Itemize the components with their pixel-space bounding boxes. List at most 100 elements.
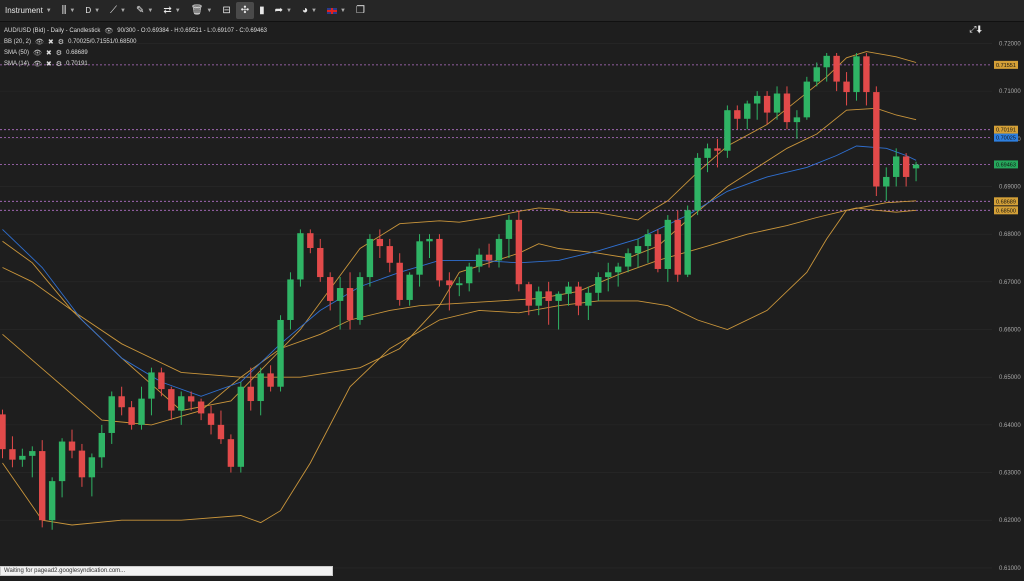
delete-menu[interactable]: 🗑 ▼ (186, 2, 218, 19)
candle-body (148, 372, 155, 399)
instrument-menu[interactable]: Instrument ▼ (0, 2, 57, 19)
gear-icon[interactable]: ⚙ (55, 50, 63, 57)
legend-sma14: SMA (14) 👁 ✖ ⚙ 0.70191 (4, 59, 267, 70)
price-chart[interactable]: 0.720000.710000.700000.690000.680000.670… (0, 22, 1024, 576)
candle-body (287, 279, 294, 320)
candle-body (833, 55, 840, 82)
legend-main: AUD/USD (Bid) - Daily - Candlestick 👁 90… (4, 26, 267, 37)
candle-body (446, 280, 453, 286)
bollinger-lower-line (2, 207, 917, 526)
volume-button[interactable]: ▮ (254, 2, 270, 19)
candle-body (227, 439, 235, 467)
indicators-menu[interactable]: ⇄ ▼ (158, 2, 185, 19)
candle-body (247, 386, 254, 402)
gear-icon[interactable]: ⚙ (57, 39, 65, 46)
candle-body (624, 253, 632, 267)
candle-body (704, 148, 711, 158)
candle-body (654, 234, 662, 269)
candle-body (823, 55, 830, 68)
candle-body (426, 238, 433, 242)
legend-sma14-value: 0.70191 (66, 61, 88, 67)
chevron-down-icon: ▼ (206, 7, 213, 14)
timeframe-menu[interactable]: D ▼ (80, 2, 105, 19)
palette-icon: ◕ (301, 4, 309, 16)
eye-icon[interactable]: 👁 (33, 61, 42, 68)
candle-body (883, 176, 890, 187)
uk-flag-icon (326, 7, 337, 14)
close-icon[interactable]: ✖ (45, 61, 52, 68)
legend-bb-values: 0.70025/0.71551/0.68500 (68, 39, 137, 45)
candle-body (714, 148, 721, 151)
y-tick-label: 0.63000 (999, 471, 1021, 477)
candle-body (783, 93, 791, 123)
legend-bb-name: BB (20, 2) (4, 39, 32, 45)
candle-body (317, 247, 324, 278)
chart-type-menu[interactable]: ⫼ ▼ (57, 2, 81, 19)
candle-body (197, 401, 205, 414)
crosshair-button[interactable]: ✣ (235, 2, 255, 19)
gear-icon[interactable]: ⚙ (55, 61, 63, 68)
candle-body (664, 219, 672, 269)
candle-body (366, 238, 374, 278)
pen-tools-menu[interactable]: ✎ ▼ (131, 2, 158, 19)
candle-body (277, 319, 284, 387)
trash-icon: 🗑 (190, 4, 204, 16)
candle-body (495, 238, 503, 261)
candle-body (614, 266, 622, 273)
candle-body (873, 92, 880, 187)
legend-instrument: AUD/USD (Bid) - Daily - Candlestick (4, 28, 101, 34)
timeframe-label: D (85, 6, 92, 15)
candle-body (555, 293, 562, 301)
candlestick-icon: ⫼ (61, 4, 67, 16)
eye-icon[interactable]: 👁 (35, 39, 44, 46)
candle-body (694, 157, 701, 211)
candle-body (456, 283, 463, 286)
chevron-down-icon: ▼ (120, 7, 126, 14)
candle-body (108, 396, 115, 433)
chevron-down-icon: ▼ (45, 7, 52, 14)
share-menu[interactable]: ➦ ▼ (270, 2, 297, 19)
language-menu[interactable]: ▼ (322, 2, 351, 19)
candle-body (267, 373, 274, 387)
close-icon[interactable]: ✖ (47, 39, 54, 46)
window-button[interactable]: ❐ (351, 2, 370, 19)
candle-body (217, 424, 225, 440)
eye-icon[interactable]: 👁 (33, 50, 42, 57)
instrument-label: Instrument (5, 6, 43, 15)
y-tick-label: 0.62000 (999, 518, 1021, 524)
close-icon[interactable]: ✖ (45, 50, 52, 57)
drawing-tools-menu[interactable]: ⟋ ▼ (105, 2, 131, 19)
candle-body (326, 277, 334, 301)
price-label-box (994, 206, 1018, 215)
candle-body (813, 67, 820, 82)
candle-body (168, 389, 175, 411)
y-tick-label: 0.68000 (999, 232, 1021, 238)
price-label-text: 0.68689 (996, 199, 1016, 205)
candle-body (356, 277, 364, 320)
layout-button[interactable]: ⊟ (217, 2, 235, 19)
share-icon: ➦ (274, 4, 284, 16)
y-tick-label: 0.64000 (999, 423, 1021, 429)
status-text: Waiting for pagead2.googlesyndication.co… (4, 568, 126, 574)
candle-body (346, 288, 354, 320)
y-tick-label: 0.69000 (999, 184, 1021, 190)
price-label-text: 0.69463 (996, 162, 1016, 168)
candle-body (595, 277, 602, 293)
candle-body (307, 233, 314, 248)
candle-body (138, 398, 145, 425)
pen-icon: ✎ (136, 4, 145, 16)
candle-body (525, 284, 532, 306)
price-label-box (994, 160, 1018, 169)
candle-body (88, 457, 96, 478)
expand-icon[interactable]: ⤢⬇ (969, 24, 982, 34)
trendline-icon: ⟋ (110, 4, 118, 16)
candle-body (744, 103, 751, 119)
legend-sma50-value: 0.68689 (66, 50, 88, 56)
y-tick-label: 0.67000 (999, 280, 1021, 286)
eye-icon[interactable]: 👁 (104, 28, 114, 35)
chart-area[interactable]: 0.720000.710000.700000.690000.680000.670… (0, 22, 1024, 576)
candle-body (644, 234, 652, 247)
candle-body (674, 219, 681, 275)
chevron-down-icon: ▼ (286, 7, 292, 14)
theme-menu[interactable]: ◕ ▼ (297, 2, 322, 19)
